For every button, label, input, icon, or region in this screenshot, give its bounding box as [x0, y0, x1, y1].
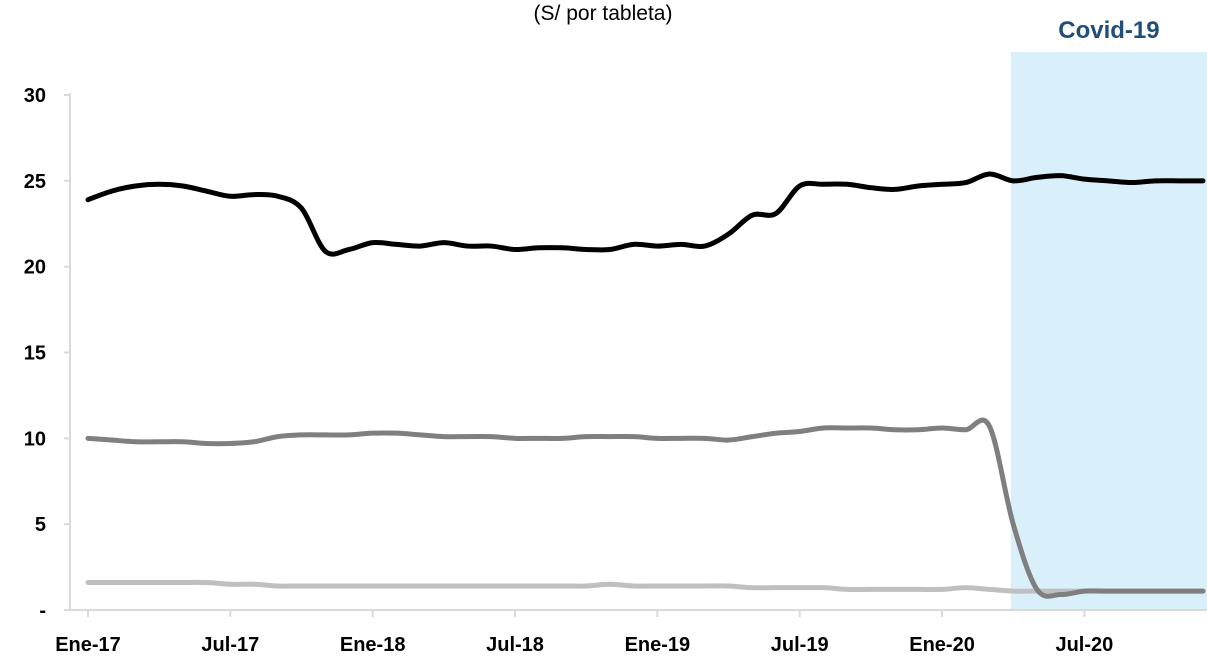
x-tick-label: Jul-20 — [1055, 634, 1113, 656]
x-tick-label: Jul-18 — [486, 634, 544, 656]
x-tick-label: Ene-18 — [340, 634, 406, 656]
series-line-3 — [85, 579, 1206, 594]
series-line-1 — [85, 171, 1206, 257]
chart-subtitle: (S/ por tableta) — [534, 2, 673, 25]
y-tick-label: - — [39, 600, 46, 622]
series-group — [85, 171, 1206, 599]
y-tick-label: 25 — [24, 171, 46, 193]
x-tick-label: Ene-17 — [55, 634, 121, 656]
covid-label: Covid-19 — [1058, 17, 1159, 44]
y-tick-label: 5 — [35, 514, 46, 536]
x-tick-label: Jul-19 — [771, 634, 829, 656]
y-tick-label: 15 — [24, 343, 46, 365]
covid-highlight-band — [1010, 52, 1207, 610]
axes: - 5 10 15 20 25 30 Ene-17 Jul-17 Ene-18 Jul-18 Ene-… — [24, 85, 1207, 656]
y-tick-label: 30 — [24, 85, 46, 107]
series-line-2 — [85, 417, 1206, 599]
y-tick-label: 10 — [24, 428, 46, 450]
x-tick-label: Ene-20 — [909, 634, 975, 656]
x-tick-label: Ene-19 — [625, 634, 691, 656]
y-tick-label: 20 — [24, 257, 46, 279]
x-tick-label: Jul-17 — [201, 634, 259, 656]
